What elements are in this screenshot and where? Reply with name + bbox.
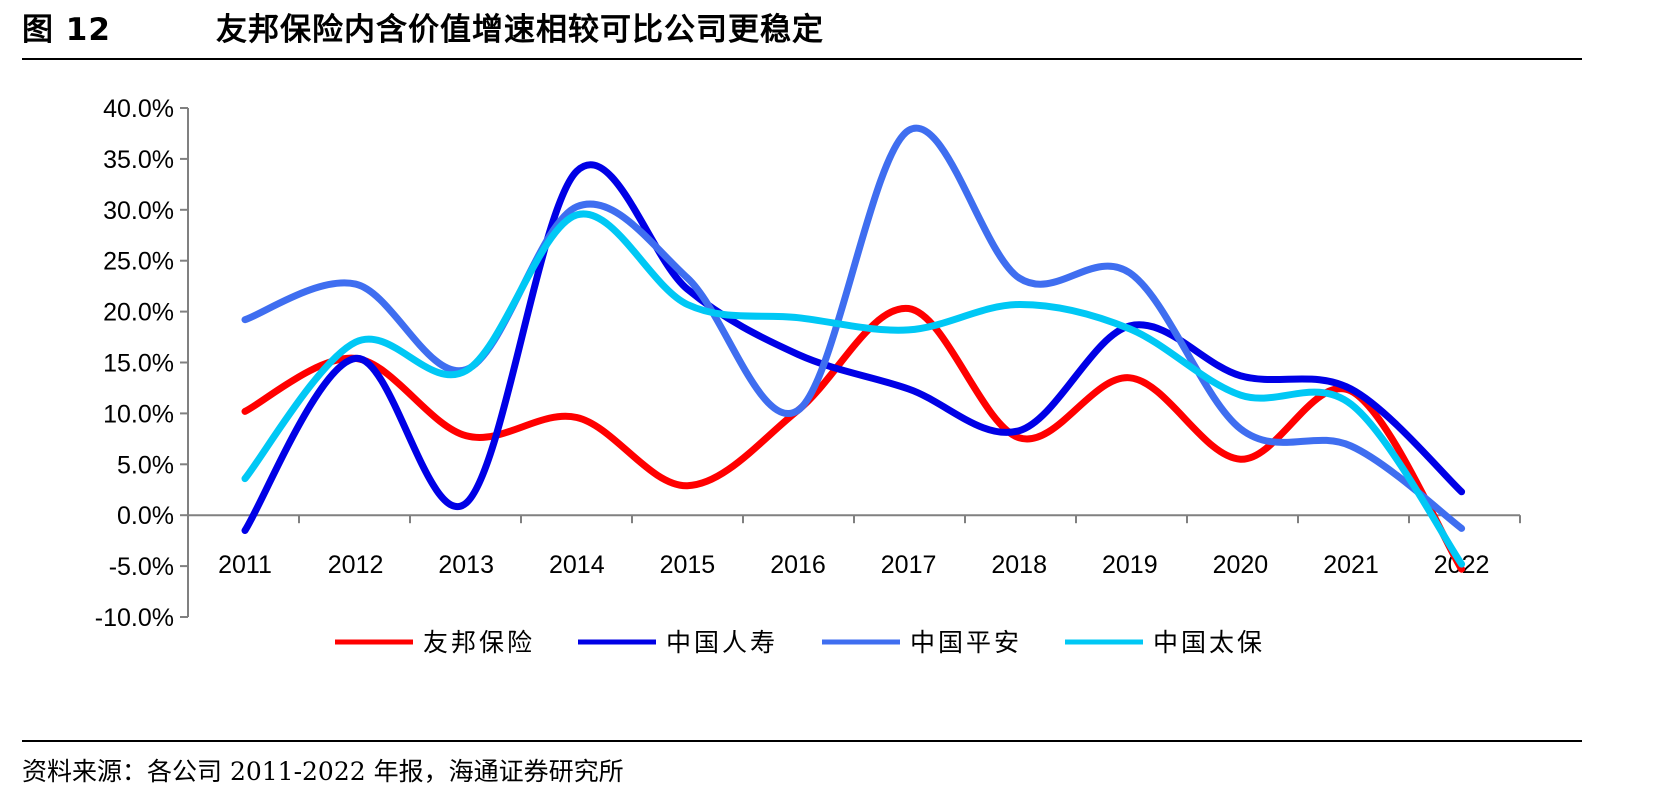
y-tick-label: 25.0% bbox=[103, 248, 174, 276]
x-tick-label: 2012 bbox=[328, 551, 384, 579]
top-rule bbox=[22, 58, 1582, 60]
series-line-2 bbox=[241, 161, 1466, 534]
legend-label: 友邦保险 bbox=[423, 628, 535, 657]
series-line-4 bbox=[241, 210, 1466, 568]
x-tick-label: 2018 bbox=[991, 551, 1047, 579]
x-tick-label: 2015 bbox=[660, 551, 716, 579]
y-tick-label: 35.0% bbox=[103, 146, 174, 174]
legend: 友邦保险 中国人寿 中国平安 中国太保 bbox=[335, 628, 1265, 657]
y-tick-label: 5.0% bbox=[117, 451, 174, 479]
y-axis: 40.0% 35.0% 30.0% 25.0% 20.0% 15.0% 10.0% 5.0% 0… bbox=[95, 95, 189, 632]
y-tick-label: 15.0% bbox=[103, 350, 174, 378]
x-tick-label: 2011 bbox=[218, 551, 272, 579]
x-tick-label: 2020 bbox=[1213, 551, 1269, 579]
series-line-1 bbox=[241, 304, 1466, 573]
y-tick-label: 20.0% bbox=[103, 299, 174, 327]
y-tick-label: 40.0% bbox=[103, 95, 174, 123]
y-tick-label: 0.0% bbox=[117, 502, 174, 530]
x-tick-label: 2017 bbox=[881, 551, 937, 579]
source-note: 资料来源：各公司 2011-2022 年报，海通证券研究所 bbox=[22, 757, 624, 786]
x-axis: 2011 2012 2013 2014 2015 2016 2017 2018 2019 2020… bbox=[187, 514, 1521, 579]
figure-header: 图 12 友邦保险内含价值增速相较可比公司更稳定 bbox=[22, 4, 1582, 54]
y-tick-label: -10.0% bbox=[95, 604, 174, 632]
x-tick-label: 2014 bbox=[549, 551, 605, 579]
x-tick-label: 2016 bbox=[770, 551, 826, 579]
legend-label: 中国平安 bbox=[910, 628, 1022, 657]
legend-label: 中国人寿 bbox=[666, 628, 778, 657]
y-tick-label: -5.0% bbox=[109, 553, 174, 581]
y-tick-label: 10.0% bbox=[103, 400, 174, 428]
legend-label: 中国太保 bbox=[1153, 628, 1265, 657]
bottom-rule bbox=[22, 740, 1582, 742]
x-tick-label: 2021 bbox=[1323, 551, 1379, 579]
figure-number: 图 12 bbox=[22, 12, 111, 48]
series-lines bbox=[241, 124, 1466, 573]
x-tick-label: 2013 bbox=[438, 551, 494, 579]
x-tick-label: 2019 bbox=[1102, 551, 1158, 579]
figure-title: 友邦保险内含价值增速相较可比公司更稳定 bbox=[216, 12, 824, 48]
y-tick-label: 30.0% bbox=[103, 197, 174, 225]
line-chart: 40.0% 35.0% 30.0% 25.0% 20.0% 15.0% 10.0% 5.0% 0… bbox=[95, 95, 1521, 657]
